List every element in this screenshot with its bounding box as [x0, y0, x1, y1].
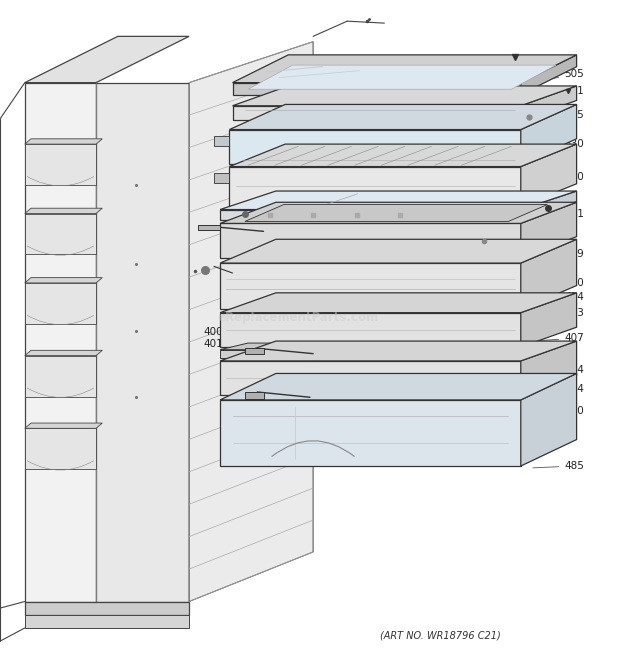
Text: 485: 485 [533, 461, 584, 471]
Text: 483: 483 [250, 403, 286, 414]
Text: 418: 418 [315, 287, 357, 297]
Polygon shape [245, 392, 264, 399]
Polygon shape [220, 223, 521, 258]
Polygon shape [214, 136, 229, 146]
Polygon shape [521, 144, 577, 206]
Text: 470: 470 [533, 172, 584, 182]
Polygon shape [229, 144, 577, 167]
Polygon shape [25, 83, 96, 602]
Text: 471: 471 [533, 209, 584, 219]
Polygon shape [220, 191, 577, 210]
Polygon shape [220, 239, 577, 263]
Polygon shape [232, 86, 577, 106]
Polygon shape [25, 428, 96, 469]
Polygon shape [220, 361, 521, 395]
Text: 401: 401 [203, 338, 230, 349]
Polygon shape [220, 313, 521, 347]
Polygon shape [220, 293, 577, 313]
Polygon shape [214, 173, 229, 183]
Text: 417: 417 [244, 303, 286, 313]
Text: 480: 480 [533, 406, 584, 416]
Text: 400: 400 [203, 327, 239, 337]
Polygon shape [25, 423, 102, 428]
Text: 410: 410 [533, 278, 584, 288]
Polygon shape [232, 83, 521, 95]
Polygon shape [521, 191, 577, 220]
Polygon shape [229, 130, 521, 164]
Text: 407: 407 [533, 333, 584, 344]
Text: 414: 414 [533, 383, 584, 394]
Polygon shape [25, 350, 102, 356]
Polygon shape [25, 356, 96, 397]
Polygon shape [521, 341, 577, 395]
Polygon shape [521, 55, 577, 95]
Polygon shape [25, 615, 189, 628]
Polygon shape [232, 106, 521, 120]
Polygon shape [25, 278, 102, 283]
Polygon shape [521, 202, 577, 258]
Polygon shape [96, 83, 189, 602]
Polygon shape [521, 293, 577, 347]
Polygon shape [248, 65, 556, 89]
Text: eReplacementParts.com: eReplacementParts.com [217, 311, 378, 324]
Polygon shape [220, 341, 577, 361]
Polygon shape [220, 263, 521, 309]
Polygon shape [521, 86, 577, 120]
Text: 486: 486 [237, 418, 277, 428]
Polygon shape [521, 373, 577, 466]
Polygon shape [25, 36, 189, 83]
Text: 409: 409 [533, 249, 584, 259]
Polygon shape [521, 239, 577, 309]
Text: 484: 484 [533, 365, 584, 375]
Polygon shape [25, 208, 102, 214]
Text: 530: 530 [533, 139, 584, 149]
Polygon shape [189, 42, 313, 602]
Text: 505: 505 [533, 69, 584, 83]
Polygon shape [521, 104, 577, 164]
Polygon shape [25, 214, 96, 254]
Text: 505: 505 [533, 110, 584, 120]
Text: 501: 501 [529, 86, 584, 97]
Polygon shape [245, 348, 264, 354]
Polygon shape [25, 144, 96, 185]
Polygon shape [25, 139, 102, 144]
Polygon shape [220, 202, 577, 223]
Text: 413: 413 [533, 307, 584, 318]
Polygon shape [25, 283, 96, 324]
Polygon shape [198, 225, 220, 230]
Text: (ART NO. WR18796 C21): (ART NO. WR18796 C21) [380, 631, 500, 641]
Polygon shape [220, 210, 521, 220]
Text: 414: 414 [533, 292, 584, 303]
Polygon shape [245, 204, 547, 221]
Polygon shape [229, 167, 521, 206]
Polygon shape [229, 104, 577, 130]
Polygon shape [232, 55, 577, 83]
Polygon shape [220, 343, 549, 350]
Polygon shape [220, 400, 521, 466]
Polygon shape [25, 602, 189, 615]
Polygon shape [220, 350, 521, 358]
Polygon shape [220, 373, 577, 400]
